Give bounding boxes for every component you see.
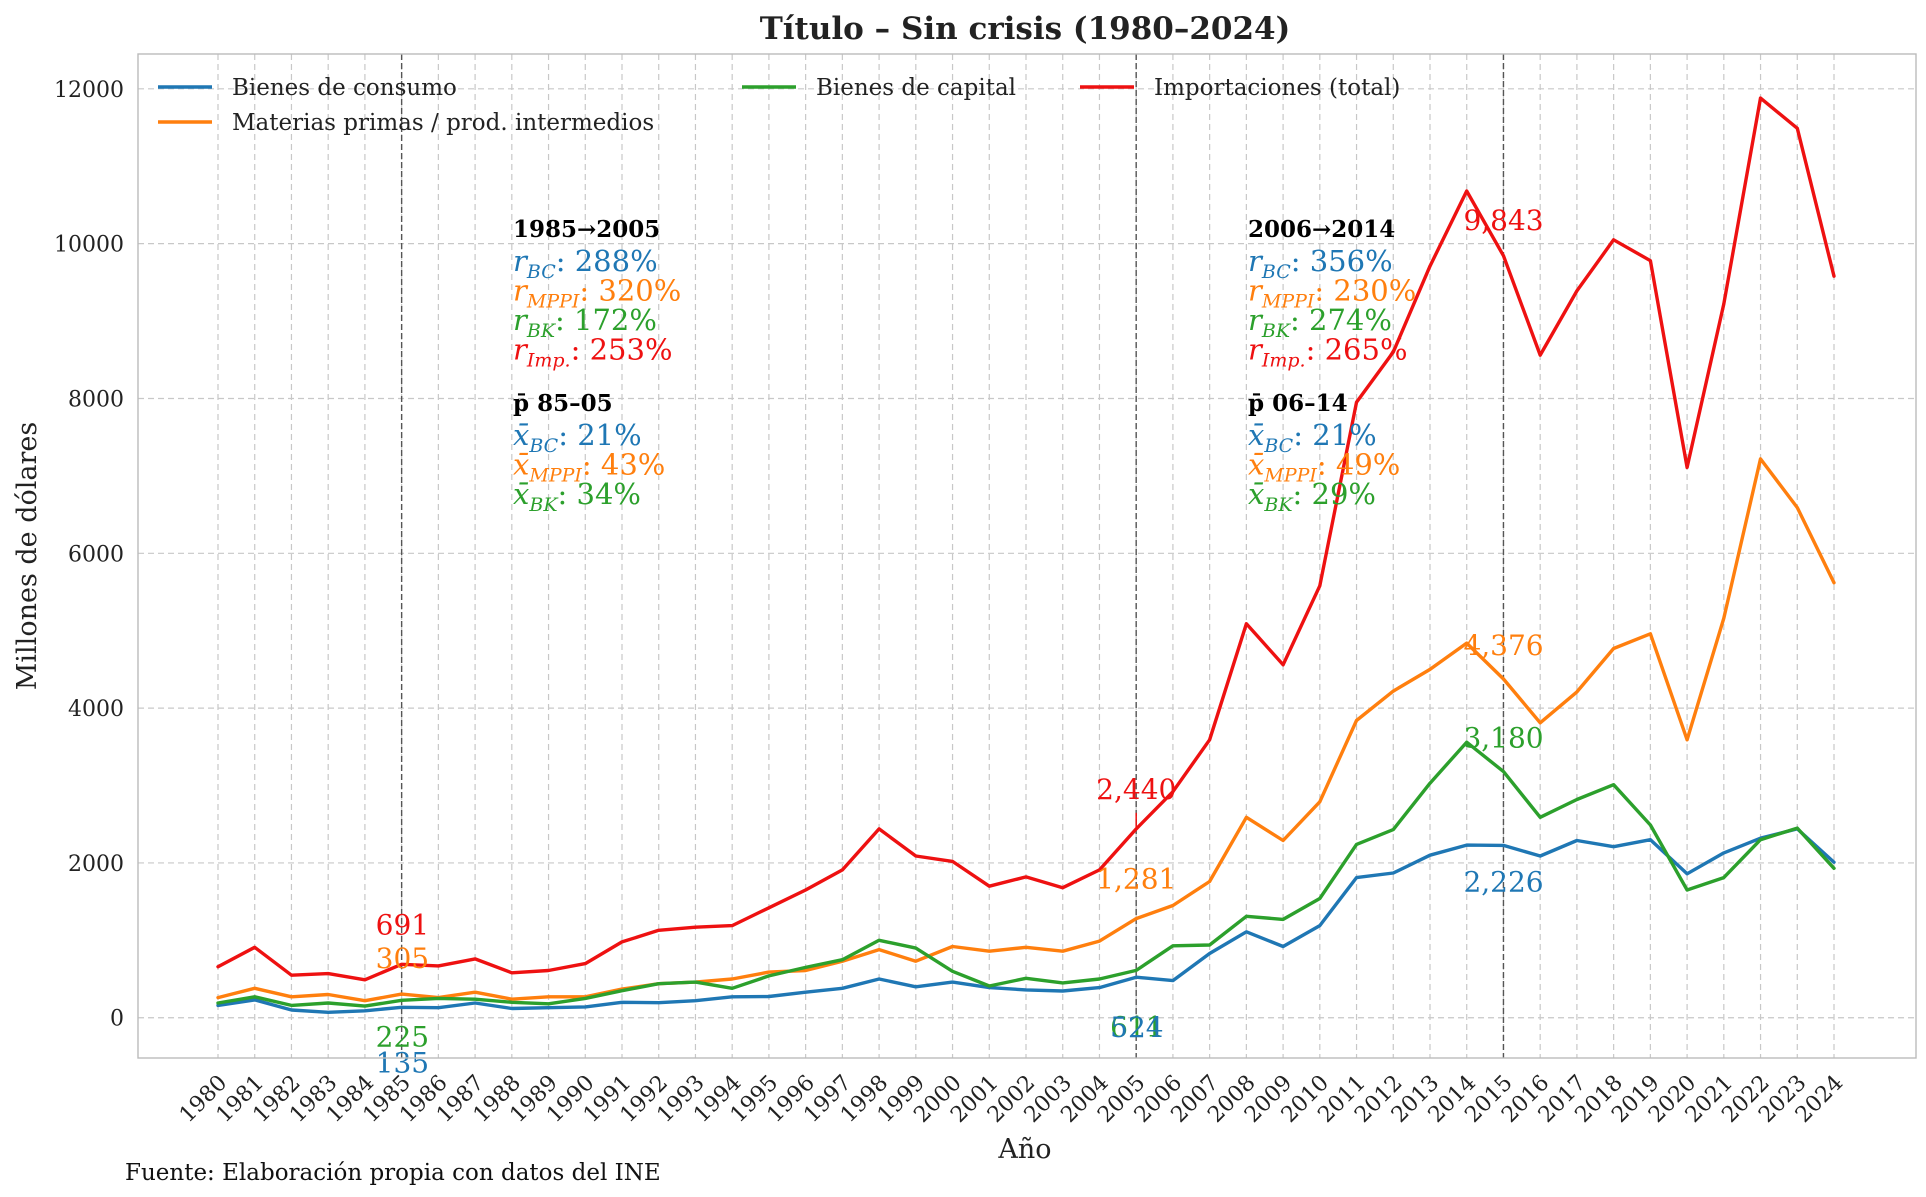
grid (138, 54, 1916, 1058)
annotation-line: rBK: 172% (513, 303, 657, 342)
x-axis-label: Año (997, 1134, 1051, 1165)
annotation-title: p̄ 85–05 (513, 390, 613, 417)
point-label: 305 (376, 942, 429, 975)
series-line-0 (216, 827, 1836, 1014)
point-label: 225 (376, 1020, 429, 1053)
annotation-line: rMPPI: 320% (513, 274, 681, 313)
point-label: 524 (1110, 1011, 1163, 1044)
point-label: 3,180 (1463, 722, 1543, 755)
series-line-1 (216, 457, 1836, 1003)
y-axis-label: Millones de dólares (12, 422, 43, 690)
y-tick-label: 2000 (68, 852, 124, 877)
annotation-line: x̄MPPI: 43% (513, 448, 665, 487)
annotation-line: x̄BK: 29% (1248, 477, 1376, 516)
y-tick-label: 10000 (54, 233, 124, 258)
source-note: Fuente: Elaboración propia con datos del… (125, 1160, 661, 1186)
annotation-title: 1985→2005 (513, 216, 660, 243)
annotation-line: rBK: 274% (1248, 303, 1392, 342)
point-label: 691 (376, 908, 429, 941)
annotation-title: p̄ 06–14 (1248, 390, 1348, 417)
series-lines (216, 96, 1836, 1014)
series-line-3 (216, 96, 1836, 982)
point-label: 1,281 (1096, 863, 1176, 896)
x-axis-ticks: 1980198119821983198419851986198719881989… (175, 1071, 1848, 1128)
annotation-line: x̄BC: 21% (513, 418, 642, 457)
point-label: 2,440 (1096, 773, 1176, 806)
annotation-line: x̄BC: 21% (1248, 418, 1377, 457)
point-label: 9,843 (1463, 204, 1543, 237)
legend-entry: Bienes de capital (816, 75, 1016, 101)
chart-title: Título – Sin crisis (1980–2024) (760, 11, 1291, 47)
legend-entry: Materias primas / prod. intermedios (232, 110, 654, 136)
y-tick-label: 12000 (54, 78, 124, 103)
annotation-line: rBC: 356% (1248, 244, 1393, 283)
y-tick-label: 4000 (68, 697, 124, 722)
point-label: 135 (376, 1046, 429, 1079)
legend: Bienes de consumo Materias primas / prod.… (158, 75, 1400, 136)
annotation-line: x̄BK: 34% (513, 477, 641, 516)
annotation-line: rImp.: 253% (513, 333, 673, 372)
annotation-line: rMPPI: 230% (1248, 274, 1416, 313)
y-tick-label: 0 (110, 1007, 124, 1032)
y-tick-label: 8000 (68, 387, 124, 412)
annotation-line: rBC: 288% (513, 244, 658, 283)
plot-frame (137, 53, 1917, 1059)
y-axis-ticks: 0 2000 4000 6000 8000 10000 12000 (54, 78, 124, 1032)
series-line-2 (216, 740, 1836, 1008)
point-label: 4,376 (1463, 629, 1543, 662)
legend-entry: Bienes de consumo (232, 75, 457, 101)
annotation-line: x̄MPPI: 49% (1248, 448, 1400, 487)
point-label: 611 (1110, 1010, 1163, 1043)
annotation-title: 2006→2014 (1248, 216, 1395, 243)
highlight-year-lines (400, 54, 1505, 1058)
legend-entry: Importaciones (total) (1154, 75, 1400, 101)
point-label: 2,226 (1463, 865, 1543, 898)
y-tick-label: 6000 (68, 542, 124, 567)
annotation-line: rImp.: 265% (1248, 333, 1408, 372)
